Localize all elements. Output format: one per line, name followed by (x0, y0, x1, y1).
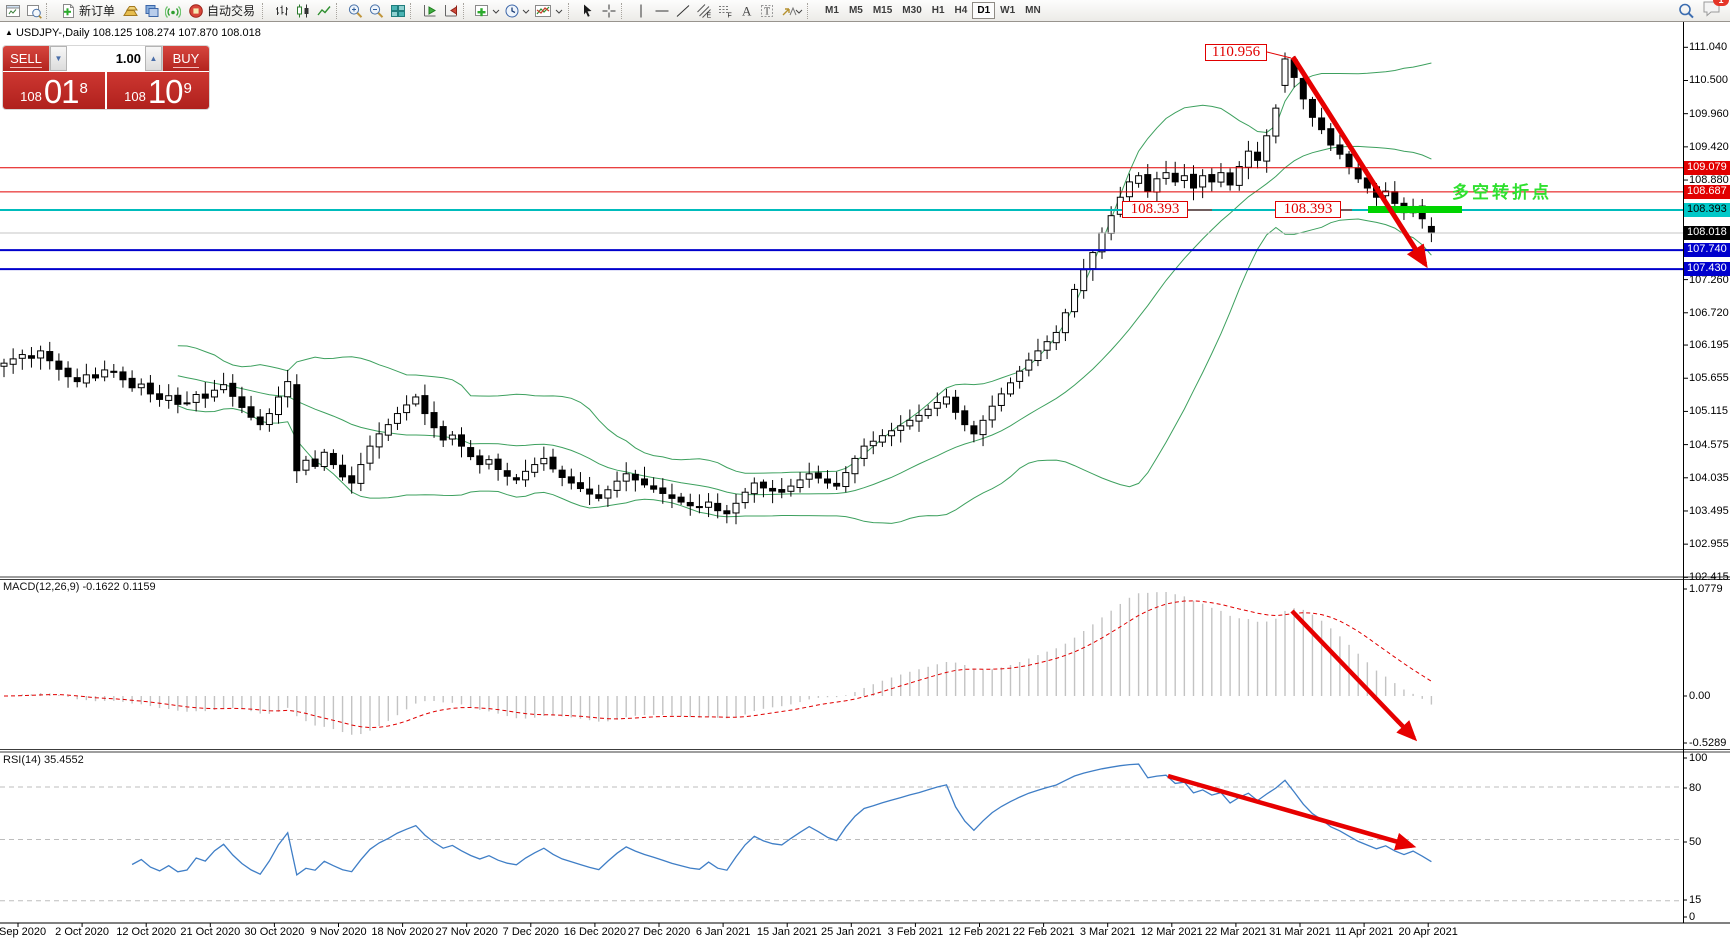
peak-price-label[interactable]: 110.956 (1205, 44, 1267, 61)
tile-windows-icon[interactable] (387, 1, 408, 20)
vertical-line-tool-icon[interactable] (630, 1, 651, 20)
text-tool-icon[interactable]: A (735, 1, 756, 20)
macd-label: MACD(12,26,9) -0.1622 0.1159 (3, 581, 156, 593)
toolbar-grip[interactable] (410, 2, 415, 19)
arrows-tool-icon[interactable] (777, 1, 805, 20)
period-clock-icon[interactable] (502, 1, 532, 20)
auto-trading-button[interactable]: 自动交易 (183, 1, 260, 21)
chart-window-icon[interactable] (2, 1, 23, 20)
support-price-label-1[interactable]: 108.393 (1122, 201, 1188, 218)
price-trend-arrow[interactable] (1290, 55, 1428, 269)
new-order-icon (63, 3, 74, 18)
chat-icon[interactable]: 1 (1702, 0, 1729, 22)
collapse-triangle-icon[interactable]: ▲ (5, 28, 13, 37)
chart-symbol: USDJPY-,Daily (15, 27, 90, 39)
timeframe-button-h1[interactable]: H1 (927, 2, 950, 19)
volume-input[interactable] (67, 46, 145, 71)
line-chart-type-icon[interactable] (313, 1, 334, 20)
support-highlight-bar[interactable] (1368, 206, 1462, 213)
chat-badge: 1 (1713, 0, 1729, 6)
timeframe-button-m1[interactable]: M1 (820, 2, 844, 19)
rsi-label: RSI(14) 35.4552 (3, 754, 84, 766)
svg-text:A: A (742, 3, 752, 18)
timeframe-button-w1[interactable]: W1 (995, 2, 1020, 19)
macd-trend-arrow[interactable] (1290, 609, 1418, 742)
indicators-icon[interactable] (532, 1, 566, 20)
toolbar: 新订单 自动交易 (0, 0, 1730, 22)
toolbar-grip[interactable] (46, 2, 51, 19)
crosshair-icon[interactable] (598, 1, 619, 20)
bar-chart-type-icon[interactable] (271, 1, 292, 20)
fibonacci-tool-icon[interactable]: F (714, 1, 735, 20)
support-price-label-2[interactable]: 108.393 (1275, 201, 1341, 218)
timeframe-button-m5[interactable]: M5 (844, 2, 868, 19)
timeframe-button-d1[interactable]: D1 (972, 2, 996, 19)
toolbar-grip[interactable] (621, 2, 626, 19)
sell-price[interactable]: 108 01 8 (3, 72, 105, 109)
channel-tool-icon[interactable]: E (693, 1, 714, 20)
cursor-icon[interactable] (577, 1, 598, 20)
volume-decrease-button[interactable]: ▼ (50, 46, 67, 71)
trendline-tool-icon[interactable] (672, 1, 693, 20)
auto-trading-icon (189, 3, 203, 18)
toolbar-grip[interactable] (463, 2, 468, 19)
svg-text:E: E (706, 12, 711, 19)
buy-button[interactable]: BUY (163, 46, 209, 71)
timeframe-button-m30[interactable]: M30 (897, 2, 926, 19)
svg-text:F: F (727, 12, 731, 19)
candlestick-type-icon[interactable] (292, 1, 313, 20)
market-watch-icon[interactable] (141, 1, 162, 20)
sell-button[interactable]: SELL (3, 46, 49, 71)
timeframe-button-m15[interactable]: M15 (868, 2, 897, 19)
chart-shift-icon[interactable] (419, 1, 440, 20)
volume-control: ▼ ▲ (49, 46, 163, 71)
history-center-icon[interactable] (120, 1, 141, 20)
horizontal-line-tool-icon[interactable] (651, 1, 672, 20)
chart-title: ▲ USDJPY-,Daily 108.125 108.274 107.870 … (5, 27, 261, 39)
timeframe-button-mn[interactable]: MN (1020, 2, 1046, 19)
chart-profile-icon[interactable] (23, 1, 44, 20)
volume-increase-button[interactable]: ▲ (145, 46, 162, 71)
svg-text:T: T (764, 6, 770, 17)
zoom-out-icon[interactable] (366, 1, 387, 20)
new-order-label: 新订单 (79, 4, 116, 18)
turning-point-note[interactable]: 多空转折点 (1452, 183, 1552, 202)
toolbar-grip[interactable] (262, 2, 267, 19)
timeframe-bar: M1 M5 M15 M30 H1 H4 D1 W1 MN (820, 2, 1046, 19)
zoom-in-icon[interactable] (345, 1, 366, 20)
search-icon[interactable] (1675, 1, 1696, 20)
text-label-tool-icon[interactable]: T (756, 1, 777, 20)
timeframe-button-h4[interactable]: H4 (950, 2, 973, 19)
buy-price[interactable]: 108 10 9 (107, 72, 209, 109)
toolbar-grip[interactable] (807, 2, 812, 19)
rsi-trend-arrow[interactable] (1167, 773, 1417, 851)
auto-trading-label: 自动交易 (207, 4, 256, 18)
auto-scroll-icon[interactable] (440, 1, 461, 20)
chart-ohlc: 108.125 108.274 107.870 108.018 (92, 27, 261, 39)
new-chart-icon[interactable] (472, 1, 502, 20)
toolbar-grip[interactable] (568, 2, 573, 19)
signals-icon[interactable] (162, 1, 183, 20)
toolbar-grip[interactable] (336, 2, 341, 19)
new-order-button[interactable]: 新订单 (55, 1, 120, 21)
